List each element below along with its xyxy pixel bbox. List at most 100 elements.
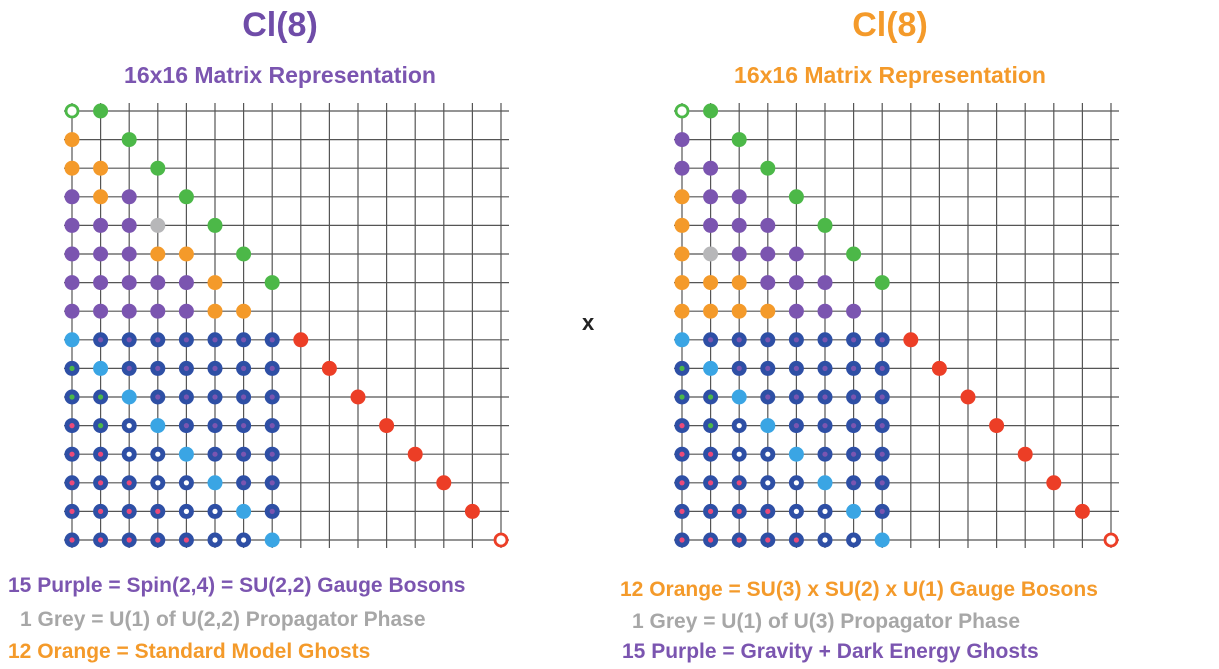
blue-dot-center bbox=[269, 480, 275, 486]
green-dot bbox=[150, 160, 166, 176]
light-blue-dot bbox=[846, 503, 862, 519]
purple-dot bbox=[703, 189, 719, 205]
purple-dot bbox=[64, 303, 80, 319]
orange-dot bbox=[236, 303, 252, 319]
blue-dot-center bbox=[183, 394, 189, 400]
orange-dot bbox=[150, 246, 166, 262]
blue-dot-center bbox=[736, 508, 742, 514]
blue-dot-center bbox=[183, 365, 189, 371]
blue-dot-center bbox=[98, 537, 104, 543]
light-blue-dot bbox=[236, 503, 252, 519]
blue-dot-center bbox=[851, 537, 857, 543]
blue-dot-center bbox=[126, 365, 132, 371]
light-blue-dot bbox=[264, 532, 280, 548]
orange-dot bbox=[703, 303, 719, 319]
panel-title: Cl(8) bbox=[242, 6, 318, 44]
blue-dot-center bbox=[736, 365, 742, 371]
blue-dot-center bbox=[98, 394, 104, 400]
orange-dot bbox=[93, 189, 109, 205]
blue-dot-center bbox=[765, 537, 771, 543]
blue-dot-center bbox=[98, 423, 104, 429]
blue-dot-center bbox=[183, 480, 189, 486]
caption-line-2: 1 Grey = U(1) of U(3) Propagator Phase bbox=[632, 610, 1021, 633]
blue-dot-center bbox=[879, 423, 885, 429]
blue-dot-center bbox=[69, 394, 75, 400]
light-blue-dot bbox=[64, 332, 80, 348]
green-dot bbox=[874, 275, 890, 291]
blue-dot-center bbox=[765, 394, 771, 400]
blue-dot-center bbox=[241, 394, 247, 400]
blue-dot-center bbox=[708, 480, 714, 486]
open-red-dot bbox=[493, 532, 509, 548]
blue-dot-center bbox=[851, 423, 857, 429]
blue-dot-center bbox=[793, 423, 799, 429]
blue-dot-center bbox=[736, 451, 742, 457]
blue-dot-center bbox=[765, 480, 771, 486]
blue-dot-center bbox=[679, 451, 685, 457]
purple-dot bbox=[817, 303, 833, 319]
green-dot bbox=[178, 189, 194, 205]
red-dot bbox=[321, 360, 337, 376]
blue-dot-center bbox=[155, 508, 161, 514]
purple-dot bbox=[760, 217, 776, 233]
purple-dot bbox=[674, 132, 690, 148]
blue-dot-center bbox=[98, 480, 104, 486]
red-dot bbox=[407, 446, 423, 462]
green-dot bbox=[817, 217, 833, 233]
red-dot bbox=[350, 389, 366, 405]
product-operator: x bbox=[582, 310, 595, 335]
blue-dot-center bbox=[155, 365, 161, 371]
blue-dot-center bbox=[69, 365, 75, 371]
blue-dot-center bbox=[98, 451, 104, 457]
light-blue-dot bbox=[760, 418, 776, 434]
red-dot bbox=[379, 418, 395, 434]
orange-dot bbox=[207, 303, 223, 319]
red-dot bbox=[436, 475, 452, 491]
blue-dot-center bbox=[212, 451, 218, 457]
red-dot bbox=[1017, 446, 1033, 462]
blue-dot-center bbox=[69, 480, 75, 486]
grid-lines bbox=[674, 103, 1119, 548]
purple-dot bbox=[93, 303, 109, 319]
blue-dot-center bbox=[241, 423, 247, 429]
green-dot bbox=[731, 132, 747, 148]
blue-dot-center bbox=[851, 337, 857, 343]
blue-dot-center bbox=[736, 423, 742, 429]
blue-dot-center bbox=[708, 537, 714, 543]
blue-dot-center bbox=[126, 537, 132, 543]
blue-dot-center bbox=[183, 537, 189, 543]
blue-dot-center bbox=[793, 537, 799, 543]
blue-dot-center bbox=[212, 337, 218, 343]
orange-dot bbox=[674, 246, 690, 262]
orange-dot bbox=[674, 217, 690, 233]
blue-dot-center bbox=[822, 451, 828, 457]
purple-dot bbox=[150, 275, 166, 291]
caption-line-3: 15 Purple = Gravity + Dark Energy Ghosts bbox=[622, 640, 1039, 663]
blue-dot-center bbox=[212, 508, 218, 514]
blue-dot-center bbox=[708, 508, 714, 514]
blue-dot-center bbox=[183, 337, 189, 343]
blue-dot-center bbox=[155, 394, 161, 400]
blue-dot-center bbox=[708, 451, 714, 457]
blue-dot-center bbox=[155, 451, 161, 457]
grey-dot bbox=[703, 246, 719, 262]
blue-dot-center bbox=[793, 480, 799, 486]
blue-dot-center bbox=[879, 394, 885, 400]
orange-dot bbox=[760, 303, 776, 319]
green-dot bbox=[264, 275, 280, 291]
blue-dot-center bbox=[241, 451, 247, 457]
blue-dot-center bbox=[879, 337, 885, 343]
purple-dot bbox=[703, 217, 719, 233]
orange-dot bbox=[731, 275, 747, 291]
panel-title: Cl(8) bbox=[852, 6, 928, 44]
matrix-diagram bbox=[64, 103, 509, 548]
purple-dot bbox=[788, 303, 804, 319]
blue-dot-center bbox=[822, 337, 828, 343]
purple-dot bbox=[817, 275, 833, 291]
red-dot bbox=[989, 418, 1005, 434]
light-blue-dot bbox=[731, 389, 747, 405]
blue-dot-center bbox=[793, 508, 799, 514]
red-dot bbox=[464, 503, 480, 519]
blue-dot-center bbox=[793, 365, 799, 371]
purple-dot bbox=[64, 217, 80, 233]
